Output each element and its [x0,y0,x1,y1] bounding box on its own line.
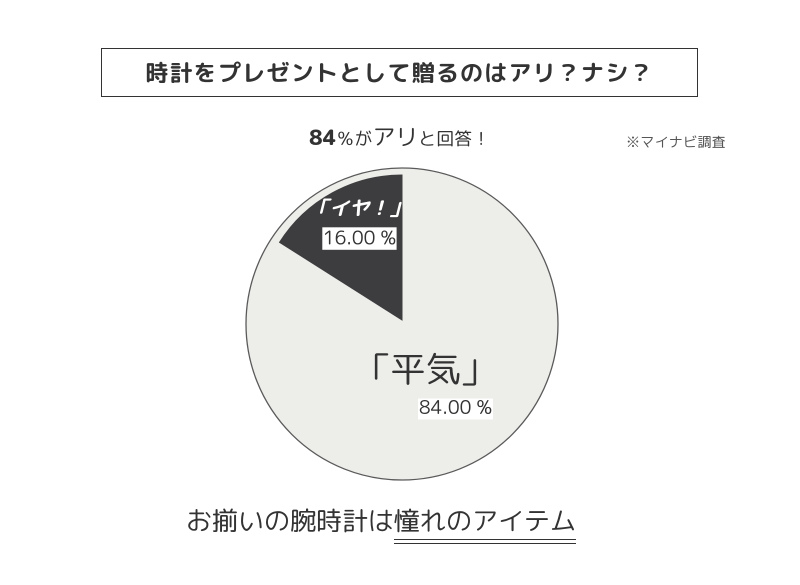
svg-text:16.00 %: 16.00 % [323,226,396,252]
svg-text:84.00 %: 84.00 % [419,395,492,421]
svg-text:「平気」: 「平気」 [355,345,495,394]
svg-text:「イヤ！」: 「イヤ！」 [309,194,409,222]
